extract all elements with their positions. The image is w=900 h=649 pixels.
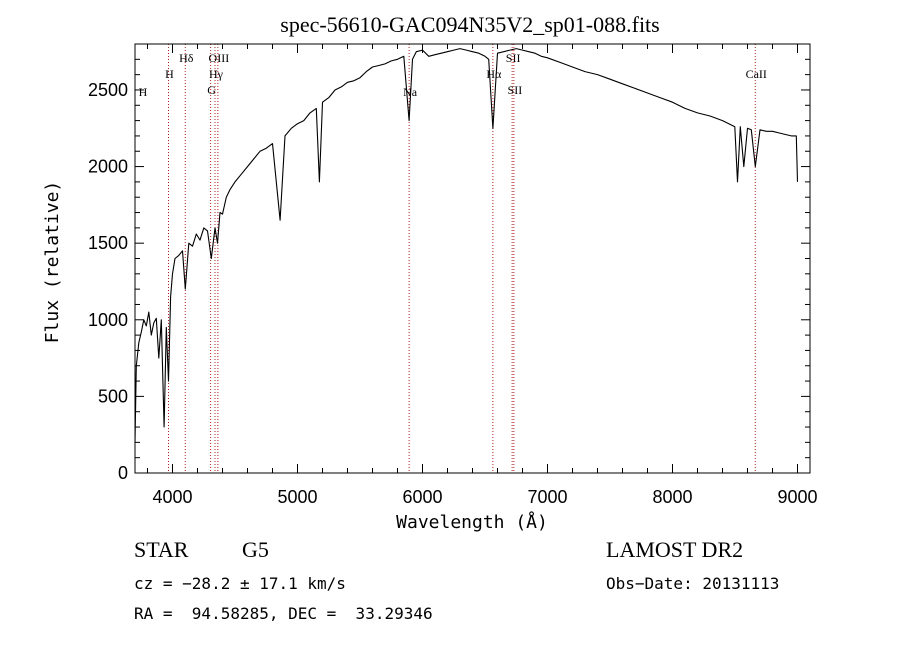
y-tick-label: 1500 (88, 233, 128, 253)
line-marker-label: Hγ (209, 67, 224, 81)
x-tick-label: 6000 (402, 487, 442, 507)
line-marker-label: OIII (209, 51, 230, 65)
x-axis-label: Wavelength (Å) (396, 511, 548, 533)
x-tick-label: 5000 (277, 487, 317, 507)
line-marker-label: G (207, 83, 216, 97)
y-tick-label: 0 (118, 463, 128, 483)
x-tick-label: 8000 (652, 487, 692, 507)
object-class: STAR (134, 537, 189, 562)
line-marker-label: H (165, 67, 174, 81)
line-marker-label: H (139, 85, 148, 99)
plot-area (134, 48, 799, 443)
y-tick-label: 1000 (88, 310, 128, 330)
coordinates: RA = 94.58285, DEC = 33.29346 (134, 604, 433, 623)
plot-frame (134, 43, 811, 474)
object-subclass: G5 (242, 537, 269, 562)
line-marker-label: SII (506, 51, 521, 65)
y-tick-label: 2000 (88, 157, 128, 177)
redshift-info: cz = −28.2 ± 17.1 km/s (134, 574, 346, 593)
x-tick-label: 4000 (152, 487, 192, 507)
x-tick-label: 7000 (527, 487, 567, 507)
y-tick-label: 500 (98, 386, 128, 406)
survey-name: LAMOST DR2 (606, 537, 744, 562)
line-marker-label: Hδ (179, 51, 194, 65)
line-marker-label: CaII (746, 67, 767, 81)
observation-date: Obs−Date: 20131113 (606, 574, 780, 593)
y-axis-label: Flux (relative) (42, 181, 63, 344)
chart-title: spec-56610-GAC094N35V2_sp01-088.fits (280, 12, 659, 37)
axes: 4000 5000 6000 7000 8000 9000 0 500 1000 1500 2000… (88, 43, 818, 507)
flux-series-line (134, 48, 799, 443)
y-tick-label: 2500 (88, 80, 128, 100)
x-tick-label: 9000 (777, 487, 817, 507)
line-marker-label: SII (508, 83, 523, 97)
